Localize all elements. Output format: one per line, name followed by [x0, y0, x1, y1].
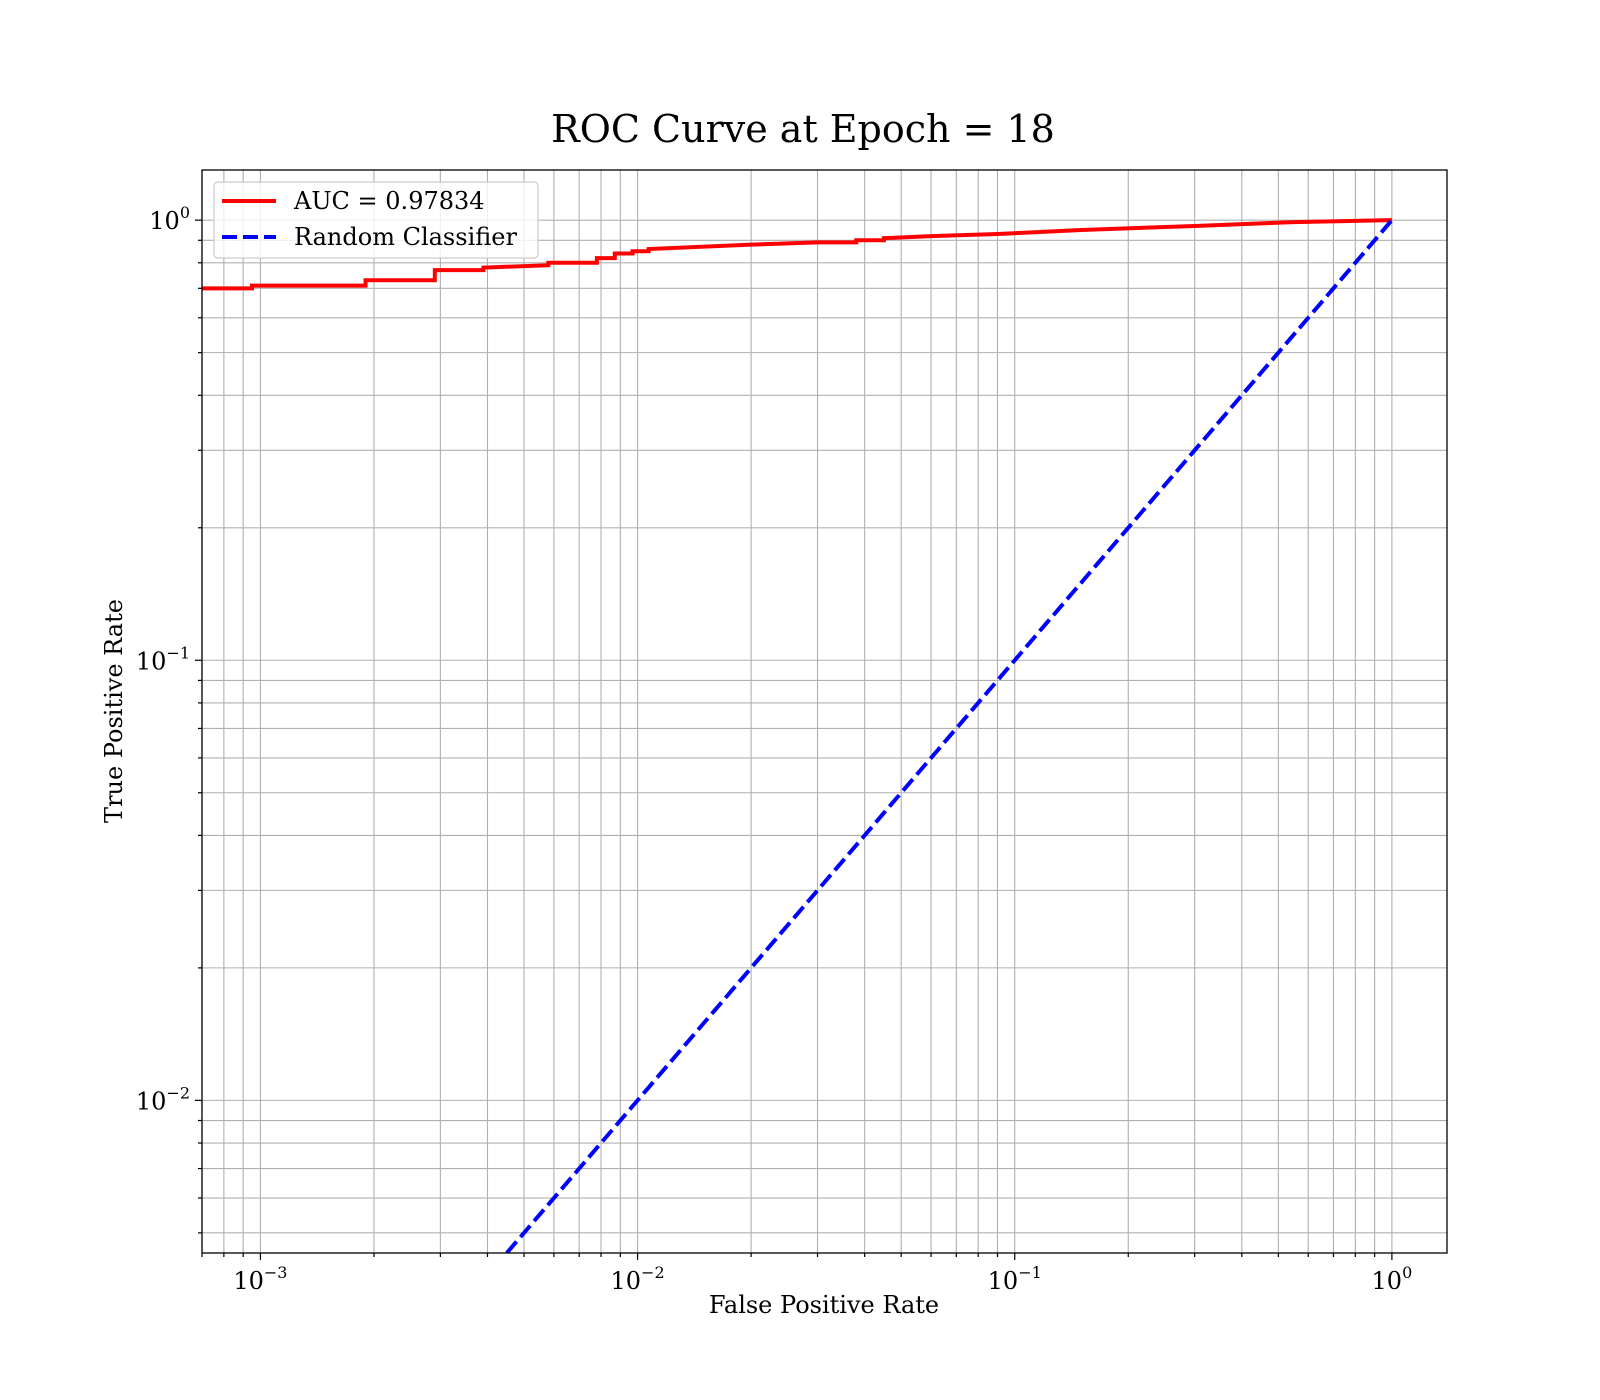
x-axis-label: False Positive Rate	[709, 1291, 939, 1319]
chart-title: ROC Curve at Epoch = 18	[551, 107, 1055, 151]
legend: AUC = 0.97834 Random Classifier	[213, 181, 539, 259]
x-tick-label: 100	[1372, 1263, 1413, 1295]
legend-label-auc: AUC = 0.97834	[293, 187, 485, 215]
y-tick-label: 10−2	[136, 1083, 190, 1115]
legend-label-random: Random Classifier	[294, 223, 517, 251]
axis-ticks: 10−3 10−2 10−1 100 10−2 10−1 100	[136, 203, 1412, 1295]
x-tick-label: 10−3	[233, 1263, 287, 1295]
y-tick-label: 10−1	[136, 643, 190, 675]
y-tick-label: 100	[149, 203, 190, 235]
x-tick-label: 10−1	[988, 1263, 1042, 1295]
random-classifier-line	[505, 218, 1394, 1253]
plot-area-frame	[201, 169, 1448, 1254]
series-layer	[202, 218, 1394, 1253]
legend-box	[213, 181, 539, 259]
grid-lines	[201, 170, 1447, 1253]
x-tick-label: 10−2	[611, 1263, 665, 1295]
y-axis-label: True Positive Rate	[100, 599, 128, 823]
roc-curve-line	[202, 218, 1392, 291]
